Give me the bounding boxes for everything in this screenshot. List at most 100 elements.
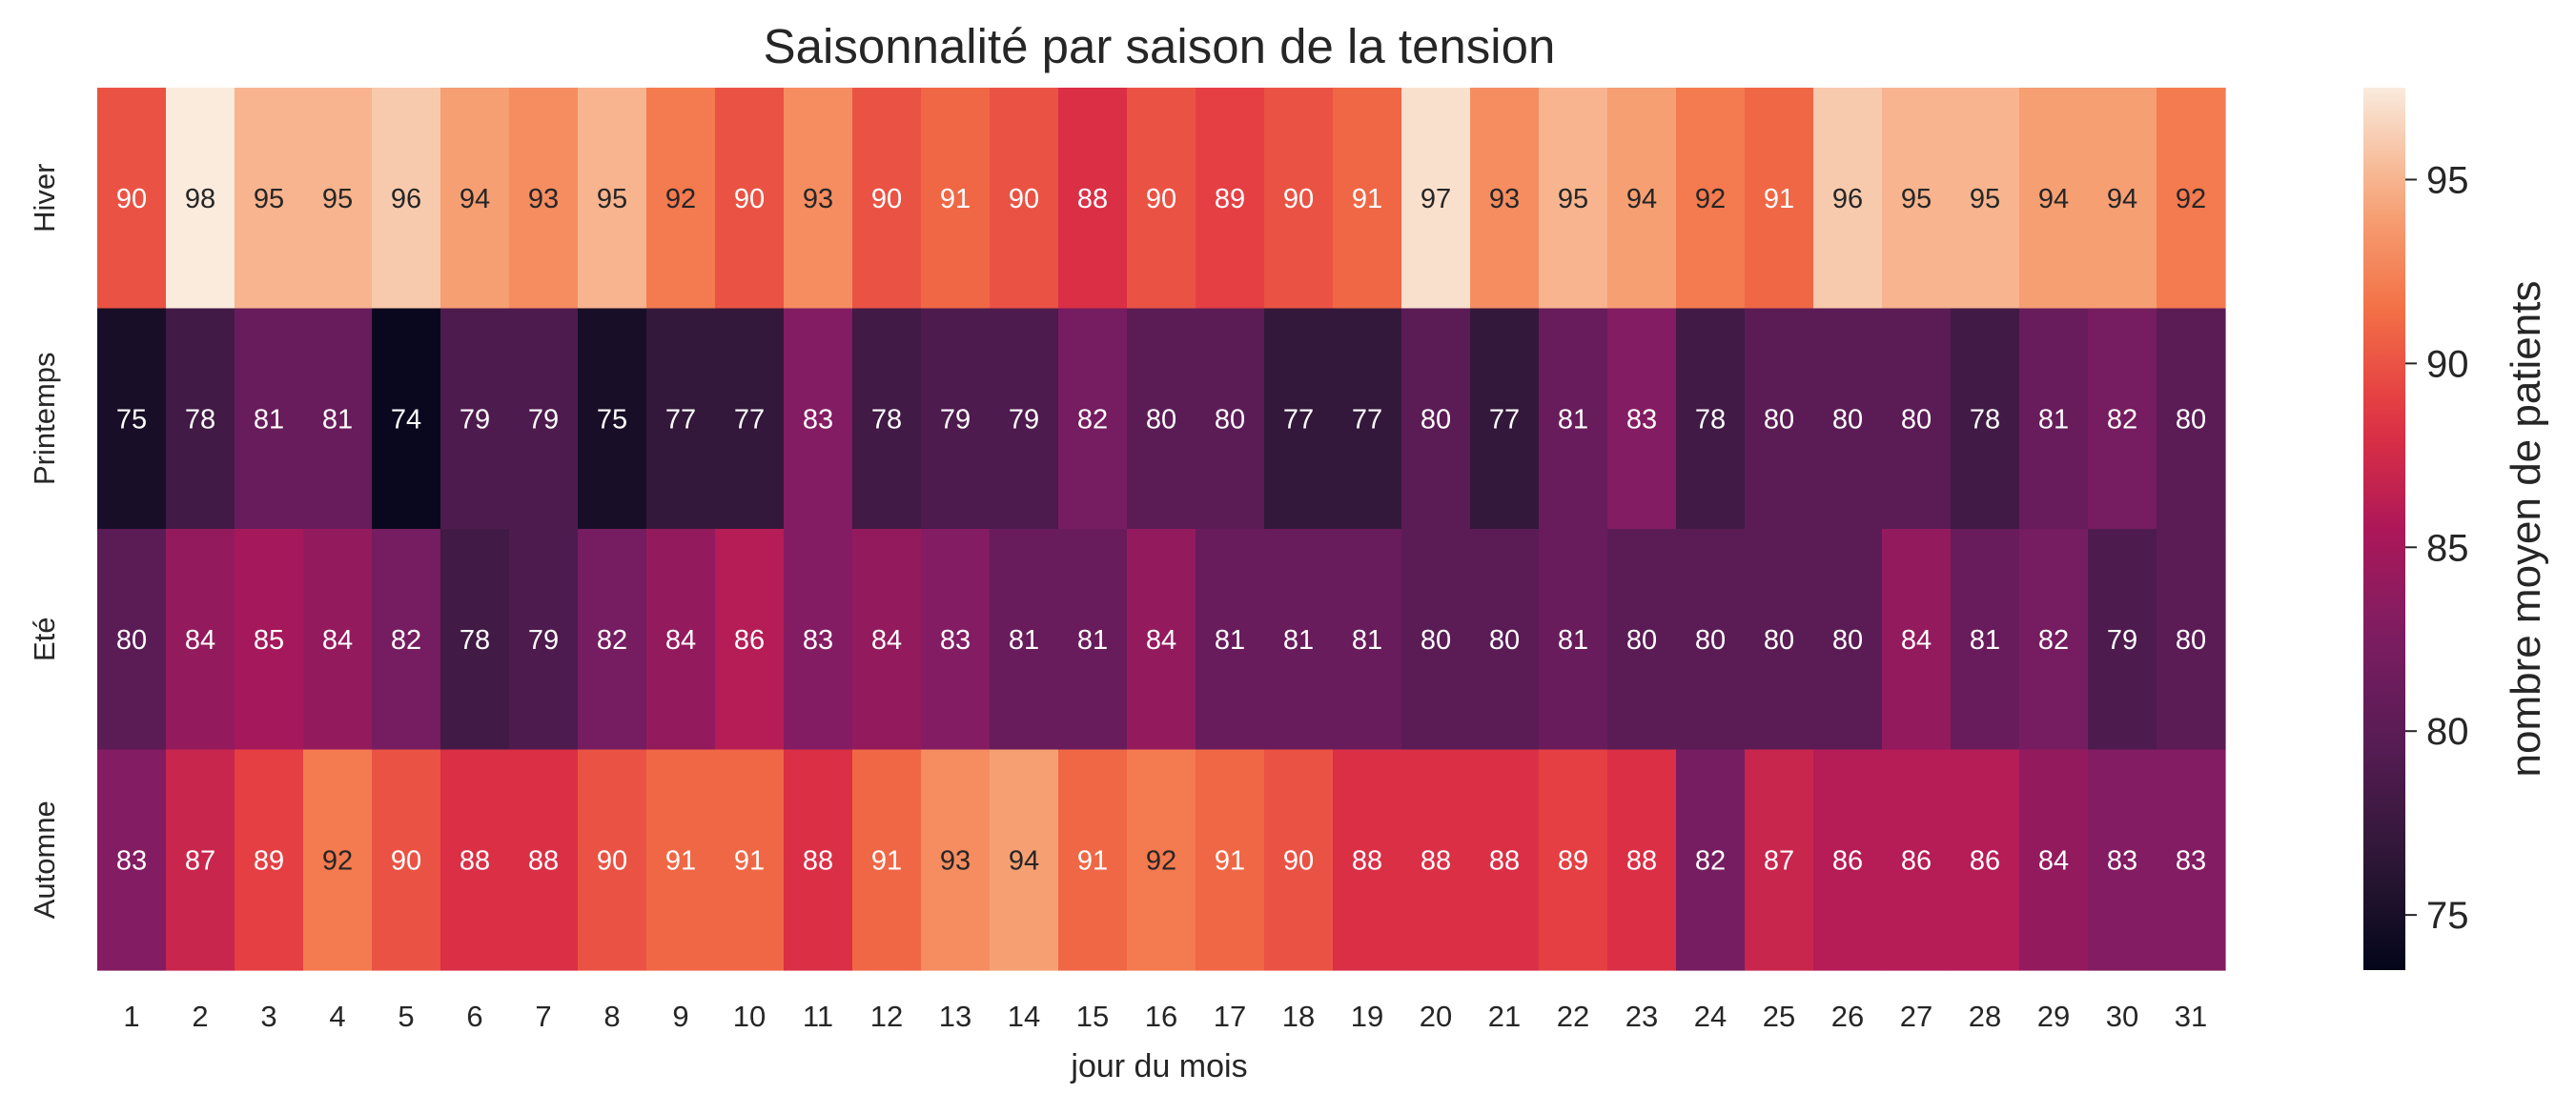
cell-value-label: 82 [1077,404,1108,435]
cell-value-label: 93 [940,845,971,876]
x-tick-label: 21 [1488,1000,1521,1033]
cell-value-label: 94 [2038,184,2069,214]
heatmap-cell [2157,308,2226,530]
cell-value-label: 81 [1077,625,1108,656]
heatmap-cell [372,308,441,530]
heatmap-cell [2019,308,2089,530]
heatmap-cell [1539,308,1608,530]
cell-value-label: 89 [1558,845,1588,876]
heatmap-cell [1127,88,1196,310]
cell-value-label: 78 [871,404,902,435]
heatmap-cell [852,749,922,971]
x-tick-label: 30 [2106,1000,2138,1033]
heatmap-cell [1058,308,1128,530]
heatmap-cell [715,529,785,751]
cell-value-label: 75 [116,404,147,435]
cell-value-label: 98 [185,184,215,214]
cell-value-label: 96 [391,184,421,214]
y-tick-label: Printemps [28,352,61,485]
heatmap-cell [1196,749,1265,971]
cell-value-label: 83 [803,404,833,435]
x-tick-label: 3 [260,1000,276,1033]
cell-value-label: 93 [803,184,833,214]
cell-value-label: 95 [1558,184,1588,214]
cell-value-label: 90 [734,184,765,214]
colorbar-label: nombre moyen de patients [2503,281,2549,778]
x-tick-label: 1 [123,1000,139,1033]
cell-value-label: 82 [2107,404,2137,435]
cell-value-label: 95 [322,184,353,214]
heatmap-cell [2088,308,2157,530]
cell-value-label: 90 [116,184,147,214]
heatmap-cell [372,88,441,310]
cell-value-label: 88 [1352,845,1382,876]
cell-value-label: 81 [1558,404,1588,435]
cell-value-label: 84 [1901,625,1932,656]
cell-value-label: 91 [665,845,696,876]
cell-value-label: 92 [322,845,353,876]
heatmap-cell [166,749,235,971]
x-tick-label: 29 [2037,1000,2070,1033]
heatmap-cell [440,529,510,751]
cell-value-label: 93 [528,184,559,214]
x-tick-label: 9 [672,1000,688,1033]
cell-value-label: 91 [871,845,902,876]
cell-value-label: 95 [597,184,627,214]
cell-value-label: 77 [1352,404,1382,435]
x-tick-label: 10 [733,1000,766,1033]
x-tick-label: 18 [1282,1000,1315,1033]
heatmap-cell [2157,88,2226,310]
heatmap-cell [1813,88,1883,310]
cell-value-label: 88 [1077,184,1108,214]
heatmap-cell [235,529,304,751]
cell-value-label: 81 [254,404,284,435]
cell-value-label: 81 [1558,625,1588,656]
cell-value-label: 88 [1489,845,1520,876]
cell-value-label: 92 [2176,184,2206,214]
heatmap-cell [1745,88,1814,310]
heatmap-cell [1127,749,1196,971]
cell-value-label: 91 [940,184,971,214]
cell-value-label: 94 [460,184,490,214]
heatmap-cell [646,308,716,530]
cell-value-label: 80 [1901,404,1932,435]
heatmap-cell [1470,529,1540,751]
heatmap-cell [784,88,853,310]
x-tick-label: 22 [1557,1000,1589,1033]
x-tick-label: 14 [1008,1000,1040,1033]
cell-value-label: 92 [1695,184,1726,214]
heatmap-cell [372,749,441,971]
heatmap-cell [166,308,235,530]
heatmap-cell [1127,308,1196,530]
cell-value-label: 78 [1695,404,1726,435]
heatmap-cell [1401,308,1471,530]
heatmap-cell [784,308,853,530]
y-tick-label: Eté [28,617,61,661]
cell-value-label: 77 [1489,404,1520,435]
cell-value-label: 88 [528,845,559,876]
cell-value-label: 95 [1901,184,1932,214]
heatmap-cell [1401,88,1471,310]
heatmap-cell [2157,529,2226,751]
cell-value-label: 80 [1421,404,1451,435]
cell-value-label: 83 [1626,404,1657,435]
heatmap-cell [852,88,922,310]
heatmap-cell [784,749,853,971]
cell-value-label: 84 [2038,845,2069,876]
heatmap-cell [1745,749,1814,971]
cell-value-label: 90 [871,184,902,214]
heatmap-cell [990,529,1059,751]
heatmap-cell [235,88,304,310]
heatmap-cell [1607,749,1677,971]
cell-value-label: 90 [1283,184,1314,214]
x-tick-label: 7 [535,1000,551,1033]
heatmap-cell [1745,529,1814,751]
heatmap-cell [1264,529,1334,751]
cell-value-label: 84 [1146,625,1176,656]
heatmap-cell [1676,749,1746,971]
cell-value-label: 86 [1970,845,2000,876]
heatmap-cell [1401,529,1471,751]
cell-value-label: 88 [460,845,490,876]
heatmap-cell [1333,308,1402,530]
x-tick-label: 31 [2175,1000,2207,1033]
